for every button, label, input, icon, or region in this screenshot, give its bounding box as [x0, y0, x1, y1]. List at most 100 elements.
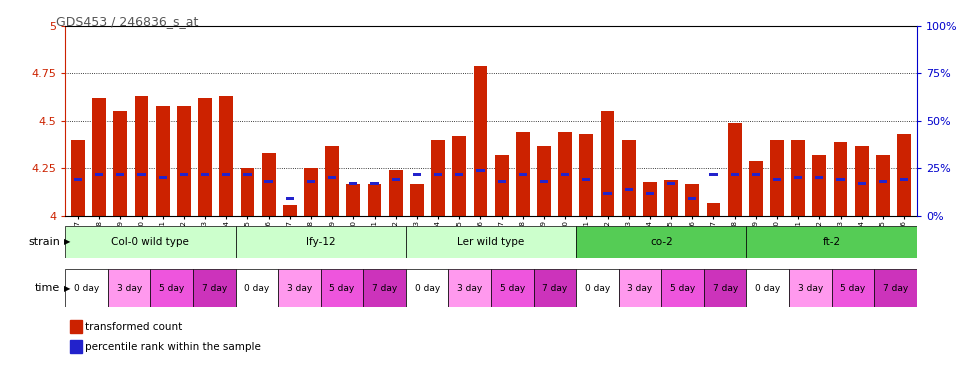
Text: 0 day: 0 day: [74, 284, 99, 293]
Bar: [876, 155, 890, 216]
Bar: [516, 132, 530, 216]
Bar: [452, 136, 467, 216]
Bar: [707, 203, 720, 216]
Text: percentile rank within the sample: percentile rank within the sample: [85, 342, 261, 352]
Text: 7 day: 7 day: [542, 284, 567, 293]
Text: co-2: co-2: [650, 237, 673, 247]
Bar: [95, 172, 104, 176]
Bar: [286, 197, 294, 200]
Text: 5 day: 5 day: [500, 284, 525, 293]
Bar: [156, 105, 170, 216]
Bar: [667, 182, 675, 185]
Bar: [831, 269, 875, 307]
Bar: [177, 105, 191, 216]
Text: 7 day: 7 day: [372, 284, 397, 293]
Text: 5 day: 5 day: [840, 284, 866, 293]
Bar: [854, 146, 869, 216]
Bar: [220, 96, 233, 216]
Bar: [371, 182, 378, 185]
Bar: [235, 226, 406, 258]
Bar: [71, 140, 84, 216]
Bar: [619, 269, 661, 307]
Bar: [243, 172, 252, 176]
Bar: [321, 269, 363, 307]
Bar: [455, 172, 464, 176]
Bar: [74, 178, 83, 181]
Bar: [497, 180, 506, 183]
Bar: [789, 269, 831, 307]
Bar: [664, 180, 678, 216]
Bar: [92, 98, 106, 216]
Text: strain: strain: [29, 237, 60, 247]
Bar: [601, 111, 614, 216]
Bar: [410, 184, 423, 216]
Bar: [749, 161, 762, 216]
Bar: [262, 153, 276, 216]
Bar: [900, 178, 908, 181]
Text: 0 day: 0 day: [585, 284, 611, 293]
Bar: [158, 176, 167, 179]
Bar: [413, 172, 421, 176]
Bar: [349, 182, 357, 185]
Bar: [116, 172, 125, 176]
Bar: [304, 168, 318, 216]
Bar: [347, 184, 360, 216]
Bar: [494, 155, 509, 216]
Bar: [389, 170, 402, 216]
Text: 5 day: 5 day: [159, 284, 184, 293]
Bar: [878, 180, 887, 183]
Text: 0 day: 0 day: [415, 284, 440, 293]
Bar: [794, 176, 803, 179]
Bar: [773, 178, 781, 181]
Bar: [434, 172, 443, 176]
Bar: [559, 132, 572, 216]
Bar: [476, 169, 485, 172]
Bar: [704, 269, 747, 307]
Bar: [492, 269, 534, 307]
Bar: [812, 155, 827, 216]
Bar: [561, 172, 569, 176]
Bar: [328, 176, 336, 179]
Text: GDS453 / 246836_s_at: GDS453 / 246836_s_at: [56, 15, 198, 28]
Bar: [582, 178, 590, 181]
Bar: [137, 172, 146, 176]
Text: transformed count: transformed count: [85, 322, 182, 332]
Bar: [473, 66, 488, 216]
Bar: [198, 98, 212, 216]
Bar: [857, 182, 866, 185]
Bar: [576, 226, 747, 258]
Bar: [836, 178, 845, 181]
Text: 3 day: 3 day: [287, 284, 312, 293]
Bar: [518, 172, 527, 176]
Bar: [283, 205, 297, 216]
Bar: [815, 176, 824, 179]
Bar: [747, 226, 917, 258]
Bar: [643, 182, 657, 216]
Bar: [108, 269, 151, 307]
Bar: [731, 172, 739, 176]
Bar: [193, 269, 235, 307]
Text: 5 day: 5 day: [670, 284, 695, 293]
Bar: [151, 269, 193, 307]
Text: Col-0 wild type: Col-0 wild type: [111, 237, 189, 247]
Text: 7 day: 7 day: [883, 284, 908, 293]
Bar: [728, 123, 741, 216]
Bar: [201, 172, 209, 176]
Bar: [241, 168, 254, 216]
Text: ▶: ▶: [64, 238, 71, 246]
Text: 5 day: 5 day: [329, 284, 354, 293]
Text: 0 day: 0 day: [244, 284, 270, 293]
Bar: [622, 140, 636, 216]
Bar: [406, 226, 576, 258]
Bar: [580, 134, 593, 216]
Bar: [898, 134, 911, 216]
Bar: [113, 111, 128, 216]
Bar: [431, 140, 445, 216]
Bar: [392, 178, 400, 181]
Bar: [875, 269, 917, 307]
Text: 3 day: 3 day: [628, 284, 653, 293]
Bar: [576, 269, 619, 307]
Text: 3 day: 3 day: [116, 284, 142, 293]
Text: time: time: [36, 283, 60, 293]
Bar: [325, 146, 339, 216]
